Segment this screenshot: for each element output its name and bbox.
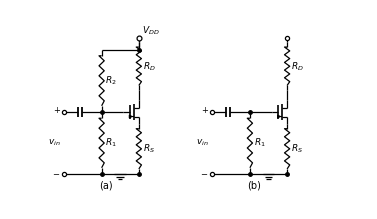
Text: $R_2$: $R_2$: [106, 74, 117, 87]
Text: $-$: $-$: [52, 168, 60, 177]
Text: +: +: [201, 106, 208, 115]
Text: $R_1$: $R_1$: [106, 137, 117, 149]
Text: $R_S$: $R_S$: [291, 143, 303, 155]
Text: $R_S$: $R_S$: [143, 143, 155, 155]
Text: $R_1$: $R_1$: [254, 137, 265, 149]
Text: (a): (a): [99, 180, 113, 191]
Text: $R_D$: $R_D$: [143, 60, 156, 72]
Text: $V_{DD}$: $V_{DD}$: [142, 25, 159, 37]
Text: (b): (b): [247, 180, 261, 191]
Text: $R_D$: $R_D$: [291, 60, 304, 72]
Text: $-$: $-$: [200, 168, 208, 177]
Text: $v_{in}$: $v_{in}$: [196, 138, 209, 148]
Text: +: +: [53, 106, 60, 115]
Text: $v_{in}$: $v_{in}$: [48, 138, 61, 148]
